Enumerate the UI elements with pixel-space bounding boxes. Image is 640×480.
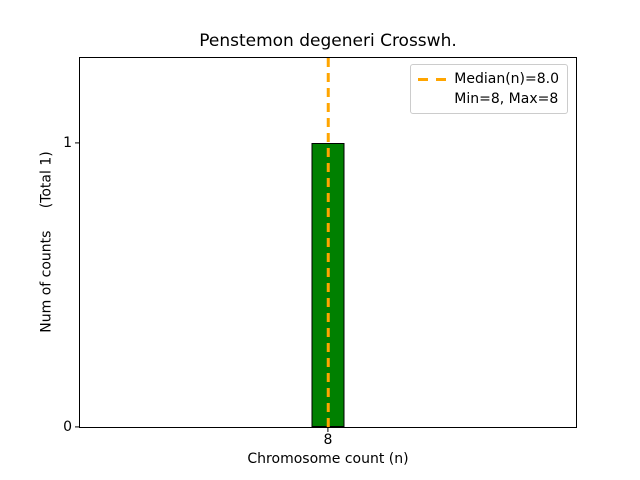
legend-label-minmax: Min=8, Max=8	[454, 91, 559, 107]
y-tick-label-1: 1	[63, 135, 72, 152]
y-axis-label: Num of counts (Total 1)	[38, 151, 55, 333]
x-axis-label: Chromosome count (n)	[247, 451, 409, 467]
legend-entry-minmax: Min=8, Max=8	[418, 89, 559, 109]
y-tickmark	[75, 426, 79, 428]
y-tick-label-0: 0	[63, 419, 72, 435]
legend: Median(n)=8.0 Min=8, Max=8	[410, 64, 568, 114]
legend-label-median: Median(n)=8.0	[454, 71, 559, 87]
legend-entry-median: Median(n)=8.0	[418, 69, 559, 89]
plot-area: Median(n)=8.0 Min=8, Max=8	[79, 57, 577, 428]
x-tick-label-8: 8	[323, 432, 333, 448]
median-line	[326, 58, 330, 427]
x-tickmark	[327, 428, 329, 432]
orange-dashed-line-icon	[418, 77, 447, 81]
y-tickmark	[75, 142, 79, 144]
chart-title: Penstemon degeneri Crosswh.	[199, 31, 457, 51]
legend-handle-blank	[418, 98, 446, 101]
